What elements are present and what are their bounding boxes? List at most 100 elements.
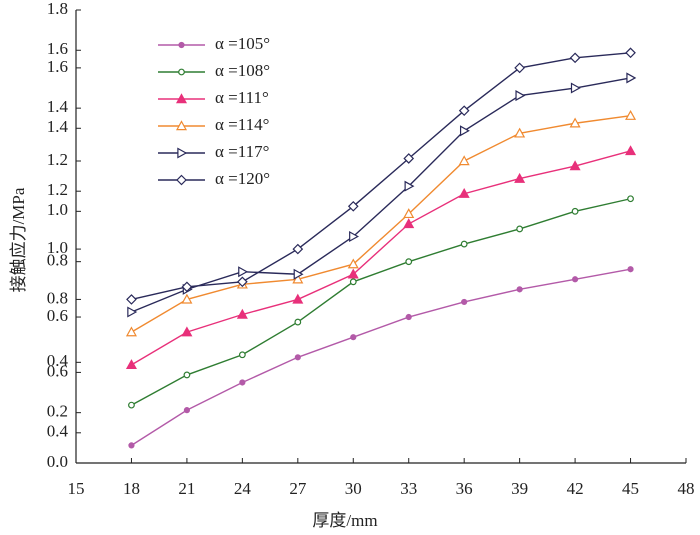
legend-marker xyxy=(178,68,185,76)
x-tick-label: 48 xyxy=(678,479,695,498)
y-tick-label: 0.4 xyxy=(47,351,69,370)
point xyxy=(347,258,359,269)
point xyxy=(128,401,135,409)
point xyxy=(569,160,581,171)
y-tick-label: 1.4 xyxy=(47,97,69,116)
point xyxy=(349,230,360,243)
point xyxy=(292,273,304,284)
point xyxy=(238,351,246,359)
point xyxy=(236,308,248,319)
x-tick-label: 30 xyxy=(345,479,362,498)
point xyxy=(627,195,634,203)
legend-label: α =105° xyxy=(215,34,270,53)
x-tick-label: 42 xyxy=(567,479,584,498)
legend-label: α =111° xyxy=(215,88,269,107)
legend-label: α =117° xyxy=(215,142,269,161)
y-axis-label: 接触应力/MPa xyxy=(9,187,28,292)
point xyxy=(459,125,470,137)
point xyxy=(625,145,637,156)
point xyxy=(405,313,412,321)
point xyxy=(128,442,135,449)
point xyxy=(514,127,526,138)
y-tick-label: 0.8 xyxy=(47,288,68,307)
y-tick-label: 1.4 xyxy=(47,117,69,136)
legend-label: α =120° xyxy=(215,169,270,188)
legend-marker xyxy=(175,120,188,131)
legend-marker xyxy=(176,174,187,186)
point xyxy=(292,243,304,255)
point xyxy=(292,293,304,304)
point xyxy=(516,286,523,293)
point xyxy=(181,293,193,304)
point xyxy=(126,294,137,305)
point xyxy=(460,240,468,248)
y-tick-label: 1.6 xyxy=(47,39,68,58)
point xyxy=(403,153,415,164)
x-tick-label: 24 xyxy=(234,479,252,498)
series-line xyxy=(131,52,631,301)
point xyxy=(183,407,191,414)
point xyxy=(125,359,137,370)
x-tick-label: 18 xyxy=(123,479,140,498)
series-line xyxy=(131,77,631,313)
point xyxy=(514,62,525,74)
point xyxy=(349,278,357,286)
y-tick-label: 1.8 xyxy=(47,0,68,18)
point xyxy=(181,281,193,293)
x-tick-label: 39 xyxy=(511,479,528,498)
x-tick-label: 15 xyxy=(68,479,85,498)
point xyxy=(514,172,526,183)
y-tick-label: 0.8 xyxy=(47,251,68,270)
legend-label: α =108° xyxy=(215,61,270,80)
x-tick-label: 45 xyxy=(622,479,639,498)
point xyxy=(626,72,637,84)
point xyxy=(347,200,359,212)
point xyxy=(625,47,636,59)
point xyxy=(127,306,138,318)
legend-label: α =114° xyxy=(215,115,269,134)
y-tick-label: 0.0 xyxy=(47,452,68,471)
point xyxy=(183,371,191,379)
x-tick-label: 21 xyxy=(178,479,195,498)
y-tick-label: 1.0 xyxy=(47,200,68,219)
point xyxy=(625,109,637,120)
series-line xyxy=(131,115,631,333)
legend-marker xyxy=(178,41,185,49)
y-tick-label: 1.2 xyxy=(47,180,68,199)
y-tick-label: 1.6 xyxy=(47,57,68,76)
y-tick-label: 0.6 xyxy=(47,306,68,325)
point xyxy=(347,268,359,279)
point xyxy=(461,298,468,306)
point xyxy=(569,117,581,128)
y-tick-label: 0.6 xyxy=(47,361,68,380)
point xyxy=(516,225,524,233)
point xyxy=(458,105,470,117)
series-line xyxy=(131,198,631,406)
point xyxy=(458,187,470,198)
series-line xyxy=(131,150,631,366)
point xyxy=(458,155,470,166)
x-axis-label: 厚度/mm xyxy=(312,511,377,530)
point xyxy=(571,207,579,215)
point xyxy=(403,208,415,219)
point xyxy=(181,326,193,337)
series-line xyxy=(131,268,631,446)
point xyxy=(627,266,634,273)
point xyxy=(405,258,413,266)
point xyxy=(239,379,246,386)
legend-marker xyxy=(175,93,188,104)
point xyxy=(125,326,137,337)
point xyxy=(404,180,415,192)
x-tick-label: 36 xyxy=(456,479,473,498)
point xyxy=(294,318,302,326)
y-tick-label: 0.4 xyxy=(47,422,69,441)
legend-marker xyxy=(177,147,188,159)
point xyxy=(238,266,249,278)
x-tick-label: 27 xyxy=(289,479,307,498)
point xyxy=(570,82,581,94)
point xyxy=(294,354,301,361)
y-tick-label: 0.2 xyxy=(47,402,68,421)
point xyxy=(293,268,304,280)
x-tick-label: 33 xyxy=(400,479,417,498)
